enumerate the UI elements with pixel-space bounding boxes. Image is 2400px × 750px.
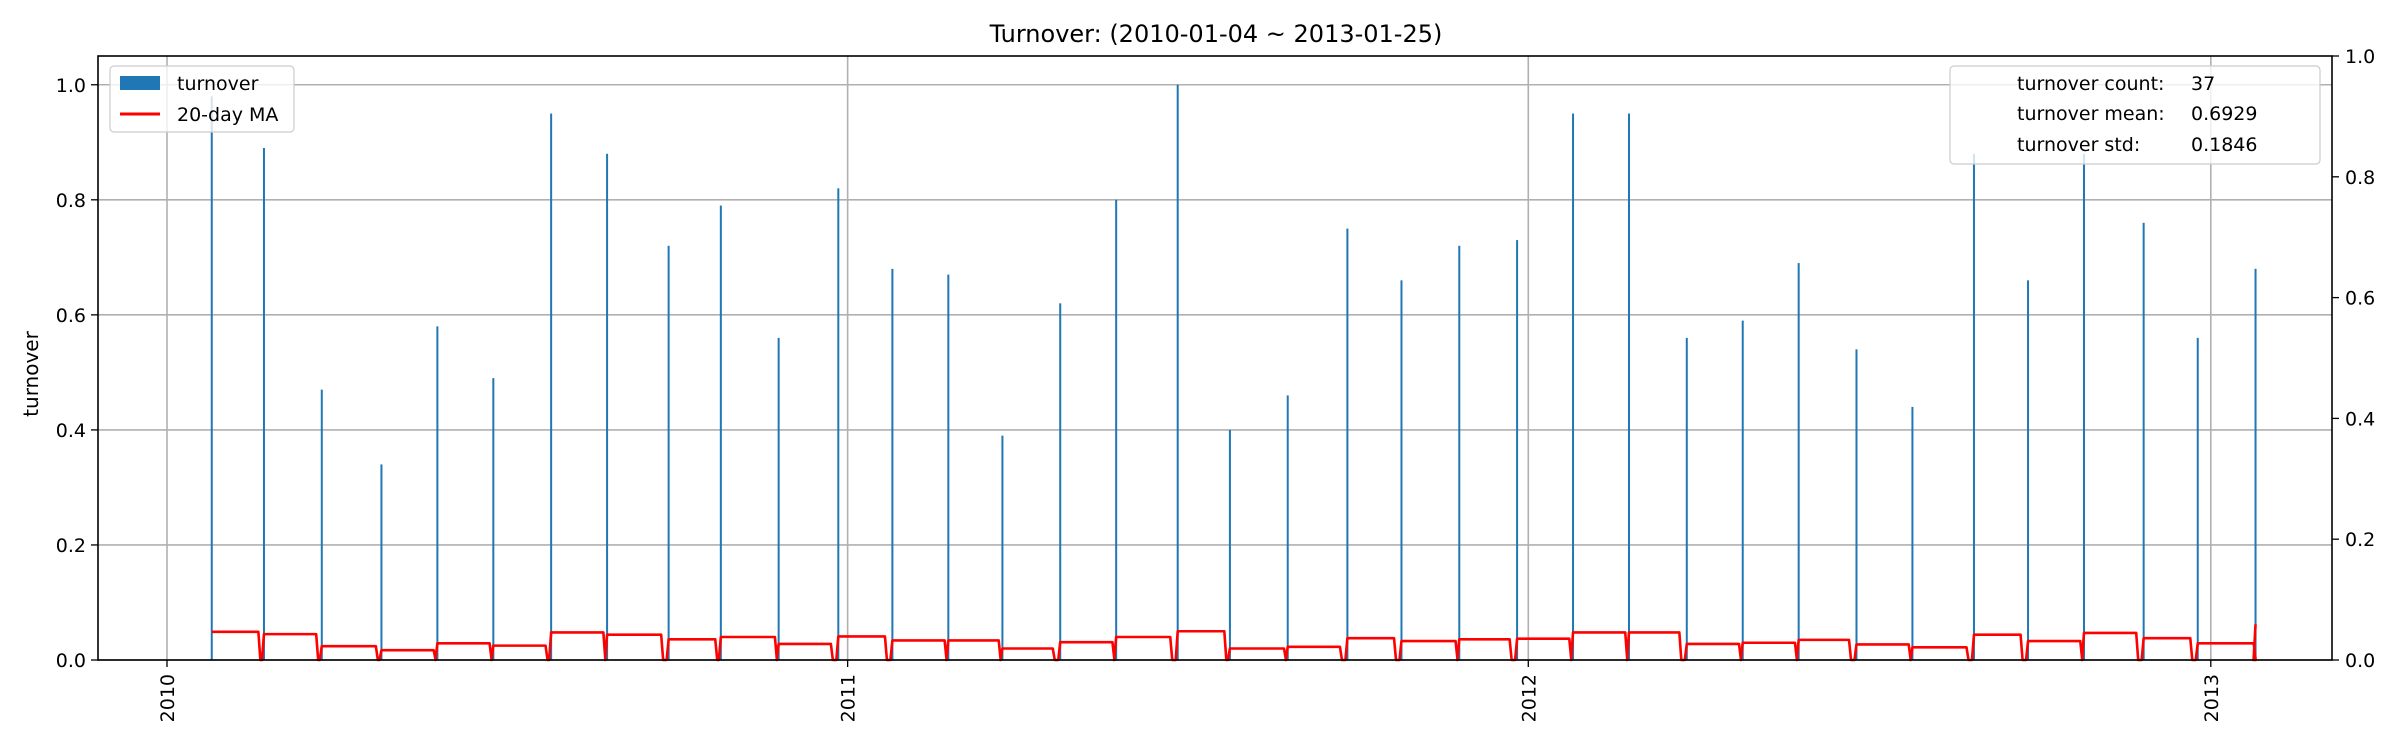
turnover-bar bbox=[2254, 268, 2257, 660]
legend: turnover 20-day MA bbox=[109, 65, 295, 133]
right-y-tick-label: 0.2 bbox=[2345, 529, 2375, 551]
turnover-bar bbox=[1059, 303, 1062, 660]
plot-frame bbox=[97, 55, 2333, 661]
turnover-bar bbox=[947, 274, 950, 660]
ma-line bbox=[211, 624, 2257, 662]
legend-label-ma: 20-day MA bbox=[177, 104, 278, 126]
right-y-tick-label: 0.0 bbox=[2345, 650, 2375, 672]
stats-std-label: turnover std: bbox=[2017, 134, 2140, 156]
turnover-bar bbox=[1228, 429, 1231, 660]
turnover-bar bbox=[1572, 113, 1575, 661]
turnover-bars bbox=[210, 84, 2257, 661]
turnover-bar bbox=[2082, 153, 2085, 661]
turnover-bar bbox=[1685, 337, 1688, 660]
y-tick-label: 0.2 bbox=[56, 535, 86, 557]
turnover-bar bbox=[1911, 406, 1914, 660]
turnover-bar bbox=[1797, 263, 1800, 660]
legend-label-turnover: turnover bbox=[177, 73, 259, 95]
stats-std-value: 0.1846 bbox=[2191, 134, 2257, 156]
turnover-bar bbox=[492, 378, 495, 660]
turnover-bar bbox=[719, 205, 722, 661]
y-tick-label: 0.8 bbox=[56, 190, 86, 212]
turnover-bar bbox=[380, 464, 383, 660]
turnover-bar bbox=[550, 113, 553, 661]
y-tick-label: 0.6 bbox=[56, 305, 86, 327]
turnover-bar bbox=[667, 245, 670, 661]
turnover-bar bbox=[1346, 228, 1349, 661]
turnover-bar bbox=[1516, 240, 1519, 661]
turnover-bar bbox=[1400, 280, 1403, 660]
y-tick-label: 1.0 bbox=[56, 75, 86, 97]
x-tick-label: 2010 bbox=[157, 674, 179, 722]
ma-line-group bbox=[211, 624, 2257, 662]
turnover-bar bbox=[1001, 435, 1004, 660]
turnover-bar bbox=[891, 268, 894, 660]
turnover-bar bbox=[1458, 245, 1461, 661]
stats-count-value: 37 bbox=[2191, 73, 2215, 95]
stats-box: turnover count: 37 turnover mean: 0.6929… bbox=[1949, 65, 2321, 165]
left-y-axis-ticks: 0.0 0.2 0.4 0.6 0.8 1.0 bbox=[56, 75, 98, 672]
turnover-bar bbox=[1855, 349, 1858, 660]
turnover-bar bbox=[210, 96, 213, 661]
turnover-bar bbox=[837, 188, 840, 661]
stats-count-label: turnover count: bbox=[2017, 73, 2164, 95]
turnover-bar bbox=[2027, 280, 2030, 660]
turnover-bar bbox=[262, 148, 265, 661]
right-y-tick-label: 0.8 bbox=[2345, 167, 2375, 189]
y-tick-label: 0.4 bbox=[56, 420, 86, 442]
stats-mean-value: 0.6929 bbox=[2191, 103, 2257, 125]
legend-swatch-turnover bbox=[120, 76, 160, 90]
x-axis-ticks: 2010 2011 2012 2013 bbox=[157, 660, 2223, 722]
turnover-bar bbox=[1286, 395, 1289, 660]
y-tick-label: 0.0 bbox=[56, 650, 86, 672]
right-y-tick-label: 0.4 bbox=[2345, 408, 2375, 430]
turnover-bar bbox=[1972, 153, 1975, 661]
turnover-bar bbox=[1741, 320, 1744, 660]
turnover-bar bbox=[1176, 84, 1179, 660]
turnover-bar bbox=[606, 153, 609, 661]
turnover-bar bbox=[2196, 337, 2199, 660]
right-y-tick-label: 0.6 bbox=[2345, 288, 2375, 310]
x-tick-label: 2011 bbox=[838, 674, 860, 722]
turnover-bar bbox=[1115, 199, 1118, 661]
stats-box-frame bbox=[1949, 65, 2321, 165]
turnover-bar bbox=[2142, 222, 2145, 661]
right-y-axis-ticks: 0.0 0.2 0.4 0.6 0.8 1.0 bbox=[2332, 46, 2375, 672]
x-tick-label: 2012 bbox=[1518, 674, 1540, 722]
y-axis-label: turnover bbox=[19, 330, 43, 416]
turnover-bar bbox=[777, 337, 780, 660]
turnover-bar bbox=[436, 326, 439, 660]
chart-title: Turnover: (2010-01-04 ~ 2013-01-25) bbox=[989, 20, 1443, 48]
stats-mean-label: turnover mean: bbox=[2017, 103, 2165, 125]
x-tick-label: 2013 bbox=[2201, 674, 2223, 722]
turnover-bar bbox=[1627, 113, 1630, 661]
right-y-tick-label: 1.0 bbox=[2345, 46, 2375, 68]
turnover-bar bbox=[320, 389, 323, 660]
